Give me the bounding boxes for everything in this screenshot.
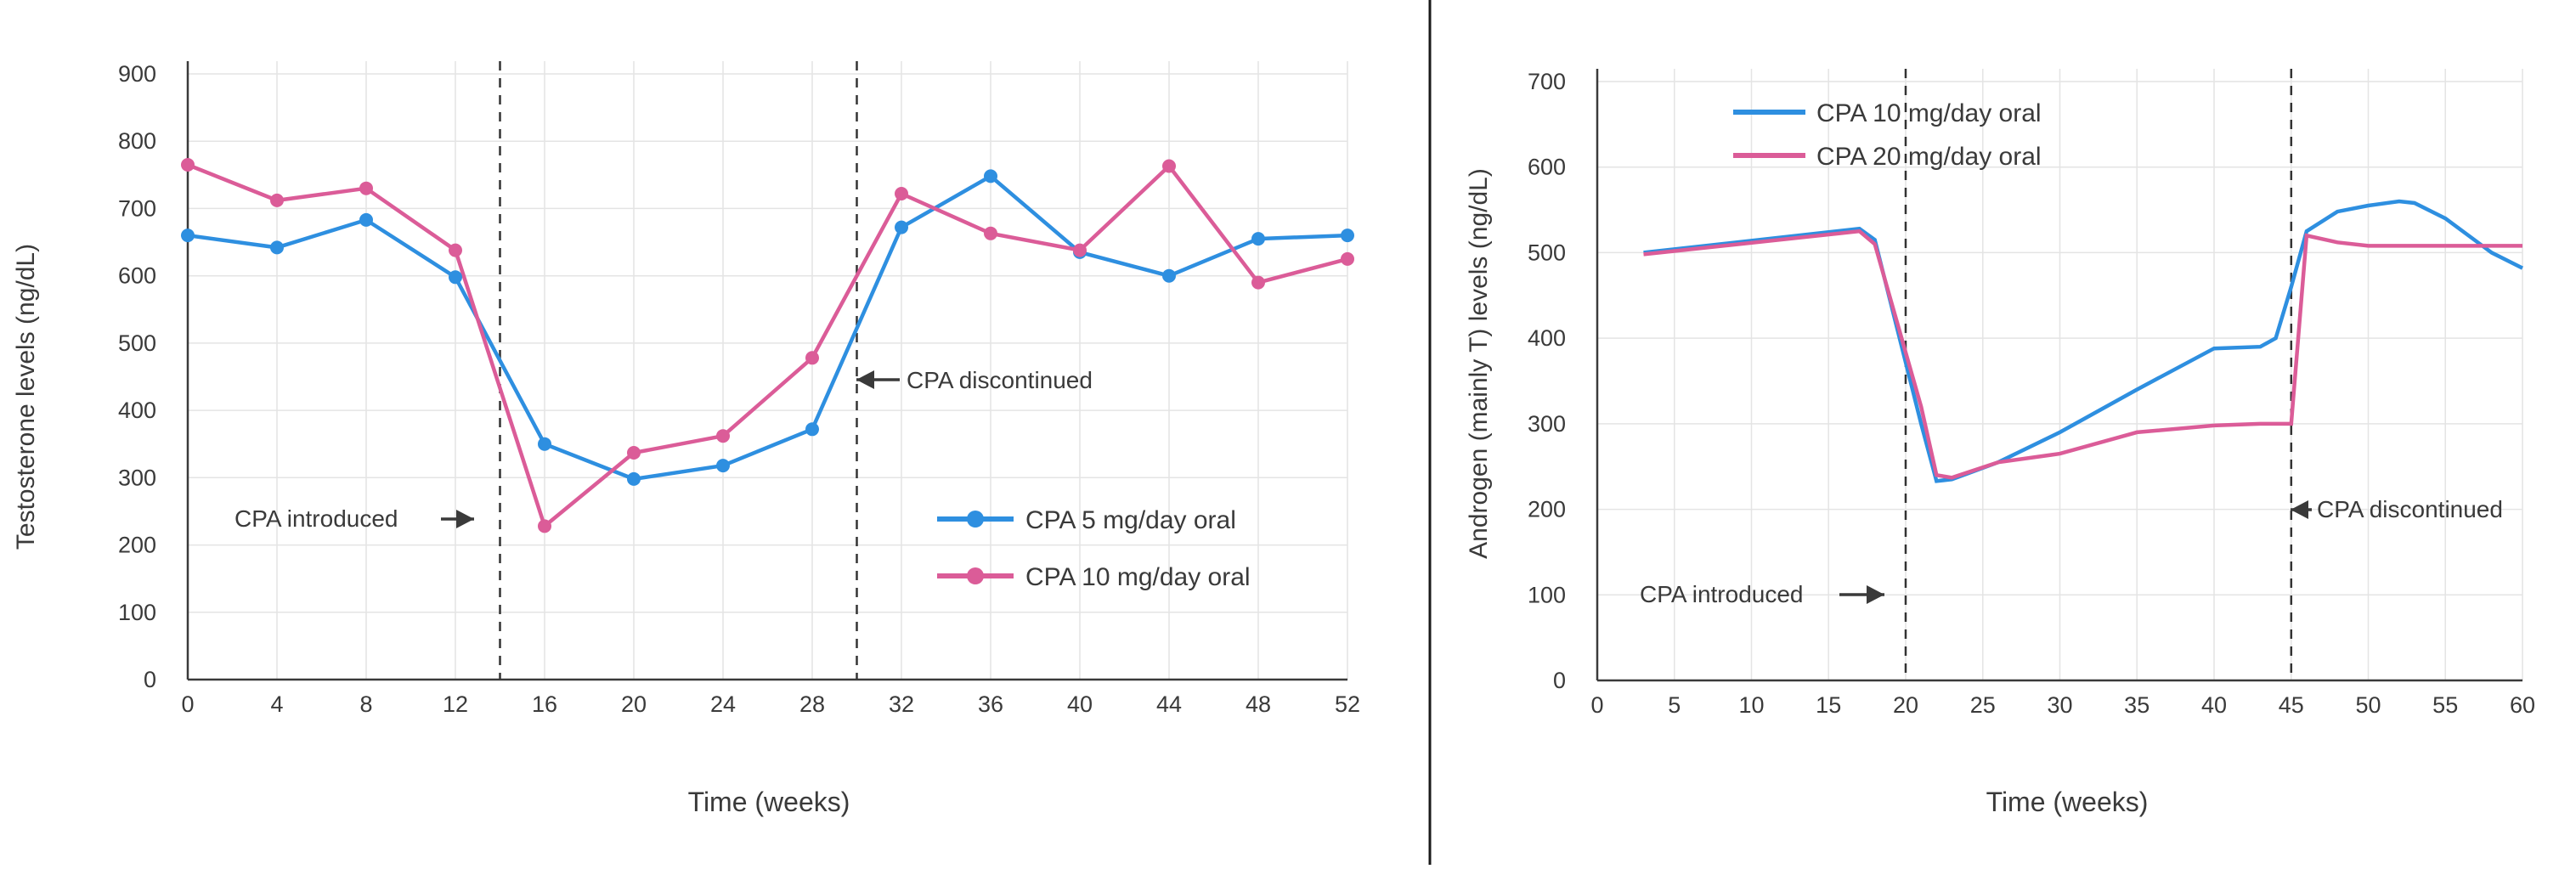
svg-text:600: 600 bbox=[118, 263, 156, 289]
svg-text:45: 45 bbox=[2279, 692, 2304, 718]
svg-text:100: 100 bbox=[1528, 582, 1566, 607]
svg-text:32: 32 bbox=[889, 691, 914, 717]
svg-text:200: 200 bbox=[118, 533, 156, 558]
svg-text:400: 400 bbox=[118, 398, 156, 423]
svg-text:16: 16 bbox=[532, 691, 557, 717]
svg-text:Time (weeks): Time (weeks) bbox=[688, 787, 850, 817]
svg-text:700: 700 bbox=[118, 195, 156, 221]
svg-text:50: 50 bbox=[2355, 692, 2381, 718]
svg-text:8: 8 bbox=[359, 691, 372, 717]
svg-text:55: 55 bbox=[2432, 692, 2458, 718]
svg-text:48: 48 bbox=[1246, 691, 1271, 717]
svg-text:28: 28 bbox=[799, 691, 825, 717]
svg-text:36: 36 bbox=[978, 691, 1003, 717]
svg-text:100: 100 bbox=[118, 600, 156, 625]
svg-text:15: 15 bbox=[1816, 692, 1841, 718]
svg-text:Time (weeks): Time (weeks) bbox=[1986, 787, 2149, 817]
svg-text:40: 40 bbox=[1067, 691, 1093, 717]
svg-text:CPA 10 mg/day oral: CPA 10 mg/day oral bbox=[1025, 563, 1251, 591]
svg-text:400: 400 bbox=[1528, 325, 1566, 351]
svg-text:20: 20 bbox=[1893, 692, 1918, 718]
svg-text:CPA discontinued: CPA discontinued bbox=[907, 367, 1093, 393]
svg-text:0: 0 bbox=[144, 667, 156, 692]
svg-text:CPA introduced: CPA introduced bbox=[234, 505, 398, 532]
svg-text:30: 30 bbox=[2047, 692, 2072, 718]
svg-text:800: 800 bbox=[118, 128, 156, 154]
svg-text:CPA 5 mg/day oral: CPA 5 mg/day oral bbox=[1025, 506, 1236, 534]
svg-text:40: 40 bbox=[2201, 692, 2227, 718]
svg-text:CPA 10 mg/day oral: CPA 10 mg/day oral bbox=[1816, 99, 2042, 127]
svg-text:500: 500 bbox=[118, 330, 156, 356]
svg-text:24: 24 bbox=[710, 691, 736, 717]
svg-text:Testosterone levels (ng/dL): Testosterone levels (ng/dL) bbox=[12, 244, 40, 550]
svg-text:CPA introduced: CPA introduced bbox=[1640, 581, 1804, 607]
svg-text:60: 60 bbox=[2510, 692, 2535, 718]
svg-text:300: 300 bbox=[118, 465, 156, 490]
svg-text:700: 700 bbox=[1528, 69, 1566, 94]
svg-text:12: 12 bbox=[443, 691, 468, 717]
svg-text:35: 35 bbox=[2124, 692, 2149, 718]
svg-text:52: 52 bbox=[1335, 691, 1360, 717]
svg-text:CPA discontinued: CPA discontinued bbox=[2317, 496, 2503, 522]
svg-text:20: 20 bbox=[621, 691, 647, 717]
svg-text:0: 0 bbox=[1553, 668, 1566, 693]
svg-text:300: 300 bbox=[1528, 411, 1566, 437]
svg-text:25: 25 bbox=[1970, 692, 1996, 718]
svg-text:200: 200 bbox=[1528, 497, 1566, 522]
svg-text:44: 44 bbox=[1156, 691, 1182, 717]
svg-text:0: 0 bbox=[181, 691, 194, 717]
svg-text:5: 5 bbox=[1668, 692, 1681, 718]
svg-text:500: 500 bbox=[1528, 240, 1566, 265]
svg-text:600: 600 bbox=[1528, 155, 1566, 180]
svg-text:10: 10 bbox=[1738, 692, 1764, 718]
svg-text:Androgen (mainly T) levels (ng: Androgen (mainly T) levels (ng/dL) bbox=[1465, 168, 1493, 559]
svg-text:CPA 20 mg/day oral: CPA 20 mg/day oral bbox=[1816, 143, 2042, 171]
svg-text:4: 4 bbox=[270, 691, 283, 717]
svg-text:0: 0 bbox=[1590, 692, 1603, 718]
svg-text:900: 900 bbox=[118, 61, 156, 87]
